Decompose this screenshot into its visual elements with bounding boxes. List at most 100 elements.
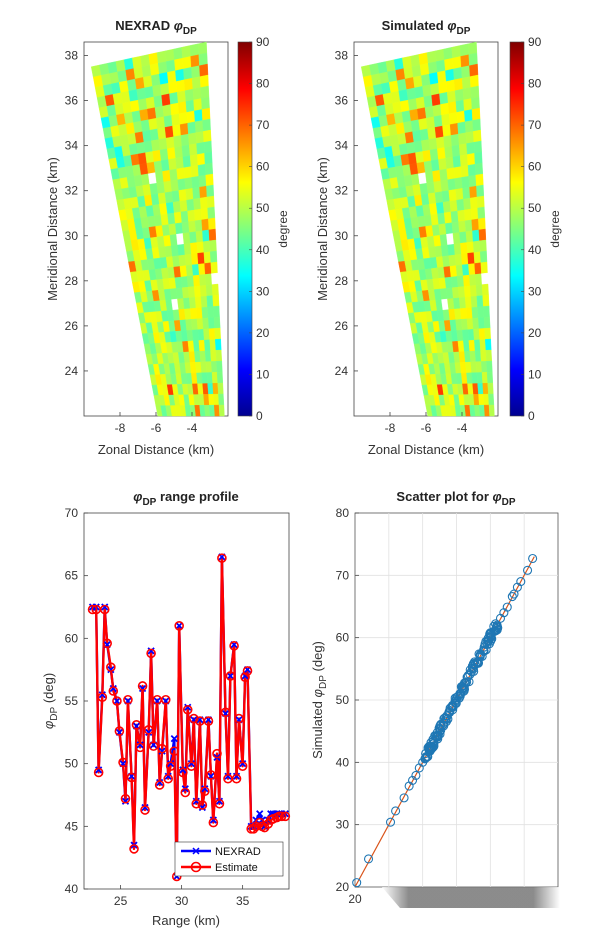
heatmap-cell <box>162 104 172 117</box>
heatmap-cell <box>426 50 437 64</box>
heatmap-cell <box>401 110 412 123</box>
heatmap-cell <box>203 251 212 264</box>
y-tick-label: 70 <box>336 568 350 582</box>
heatmap-cell <box>202 317 210 330</box>
data-point-nexrad <box>238 760 247 768</box>
heatmap-cell <box>182 155 192 169</box>
scatter-point <box>528 553 538 564</box>
y-tick-label: 70 <box>65 506 79 520</box>
chart-title: φDP range profile <box>133 489 238 508</box>
heatmap-cell <box>472 317 480 330</box>
heatmap-cell <box>479 239 487 253</box>
heatmap-cell <box>212 294 220 307</box>
heatmap-cell <box>455 188 464 201</box>
heatmap-cell <box>175 68 185 82</box>
heatmap-cell <box>452 155 462 169</box>
data-point-estimate <box>93 767 104 778</box>
data-point-estimate <box>120 793 131 804</box>
heatmap-cell <box>145 96 156 110</box>
heatmap-cell <box>450 133 460 147</box>
heatmap-cell <box>484 327 491 340</box>
data-point-nexrad <box>170 734 178 743</box>
y-tick-label: 28 <box>65 274 79 288</box>
scatter-panel: 20 30 40 50 60 70 80 20 Scatter plot for φDP S… <box>310 489 560 908</box>
heatmap-cell <box>449 265 458 278</box>
heatmap-cell <box>413 75 423 89</box>
heatmap-cell <box>486 371 494 384</box>
scatter-point <box>352 878 362 888</box>
heatmap-cell <box>480 361 488 373</box>
heatmap-cell <box>169 168 178 182</box>
nexrad-phidp-panel: NEXRAD φDP Zonal Distance (km) Meridiona… <box>45 18 290 457</box>
heatmap-cell <box>210 350 217 362</box>
data-point-estimate <box>178 767 188 778</box>
heatmap-cell <box>172 200 182 214</box>
data-point-estimate <box>234 713 244 724</box>
y-tick-label: 34 <box>65 139 79 153</box>
heatmap-cell <box>187 286 196 299</box>
heatmap-cell <box>482 382 489 395</box>
heatmap-cell <box>458 132 467 146</box>
scatter-point <box>516 577 526 587</box>
heatmap-cell <box>188 132 197 146</box>
legend-label-estimate: Estimate <box>215 862 258 874</box>
heatmap-cell <box>179 199 188 213</box>
heatmap-cell <box>478 317 485 330</box>
heatmap-cell <box>480 261 488 274</box>
data-point-nexrad <box>224 772 232 780</box>
heatmap-cell <box>448 112 458 125</box>
legend-marker-estimate <box>190 861 202 873</box>
x-tick-label: -4 <box>457 421 468 435</box>
scatter-point <box>385 817 396 827</box>
heatmap-cell <box>201 107 211 121</box>
heatmap-cell <box>171 190 181 203</box>
colorbar-tick-label: 10 <box>528 367 542 381</box>
heatmap-cell <box>470 295 478 308</box>
heatmap-cell <box>477 383 484 395</box>
heatmap-cell <box>462 186 471 200</box>
colorbar <box>509 41 525 417</box>
heatmap-cell <box>442 200 452 214</box>
heatmap-cell <box>197 152 206 166</box>
heatmap-cell <box>488 393 495 406</box>
scatter-point <box>421 752 431 762</box>
heatmap-cell <box>471 96 480 110</box>
heatmap-cell <box>206 195 215 209</box>
heatmap-cell <box>178 112 188 125</box>
heatmap-cell <box>440 244 449 257</box>
y-tick-label: 34 <box>335 139 349 153</box>
colorbar <box>237 41 253 417</box>
heatmap-cell <box>191 76 201 90</box>
data-point-estimate <box>123 694 133 705</box>
heatmap-cell <box>468 174 477 188</box>
y-axis-label: φDP (deg) <box>41 673 60 729</box>
heatmap-cell <box>185 264 194 277</box>
heatmap-cell <box>184 177 193 190</box>
heatmap-cell <box>451 45 461 59</box>
colorbar-tick-label: 60 <box>528 160 542 174</box>
heatmap-cell <box>410 54 421 67</box>
heatmap-cell <box>163 180 173 193</box>
chart-title: Simulated φDP <box>382 18 471 37</box>
heatmap-cell <box>173 135 183 148</box>
data-point-estimate <box>276 811 287 822</box>
scatter-point <box>507 591 517 602</box>
heatmap-cell <box>170 102 180 116</box>
heatmap-cell <box>140 54 151 67</box>
heatmap-cell <box>478 228 487 242</box>
data-point-estimate <box>157 743 167 754</box>
heatmap-cell <box>481 283 489 296</box>
heatmap-cell <box>418 52 429 66</box>
heatmap-cell <box>458 220 467 233</box>
heatmap-cell <box>173 47 183 61</box>
data-point-nexrad <box>201 785 209 793</box>
heatmap-cell <box>387 69 398 83</box>
data-point-estimate <box>108 686 119 696</box>
heatmap-cell <box>208 317 215 330</box>
heatmap-cell <box>197 41 208 55</box>
x-tick-label: -6 <box>421 421 432 435</box>
data-point-estimate <box>191 798 202 809</box>
heatmap-cell <box>209 404 216 417</box>
heatmap-cell <box>483 316 491 329</box>
x-tick-label: 35 <box>236 894 250 908</box>
